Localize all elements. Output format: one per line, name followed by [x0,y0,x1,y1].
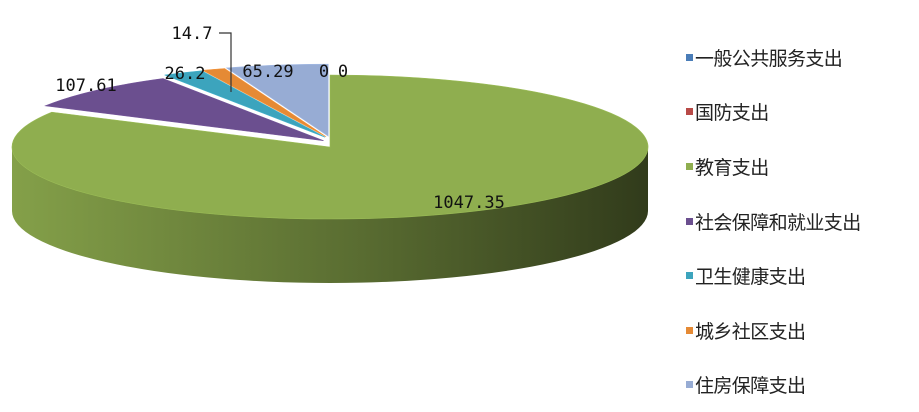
data-label-3: 107.61 [55,76,116,96]
legend-label: 教育支出 [695,156,769,179]
legend-label: 城乡社区支出 [695,320,806,343]
legend-item: 教育支出 [686,139,918,194]
data-label-6: 65.29 [242,62,293,82]
legend-item: 一般公共服务支出 [686,30,918,85]
legend-label: 社会保障和就业支出 [695,211,861,234]
pie-chart: 0 0 1047.35 107.61 26.2 14.7 65.29 [11,24,649,283]
leader-line-5 [219,32,232,92]
legend-item: 住房保障支出 [686,358,918,412]
legend-item: 国防支出 [686,85,918,140]
data-label-5: 14.7 [172,24,213,44]
legend-swatch [686,53,693,61]
data-label-0: 0 [319,62,329,82]
legend-swatch [686,162,693,170]
legend-swatch [686,217,693,225]
pie-slice-4 [164,70,326,138]
pie-layer [11,63,649,283]
legend-swatch [686,108,693,116]
legend-swatch [686,272,693,280]
data-label-layer: 0 0 1047.35 107.61 26.2 14.7 65.29 [55,24,505,213]
data-label-4: 26.2 [165,64,206,84]
legend: 一般公共服务支出 国防支出教育支出社会保障和就业支出 卫生健康支出 城乡社区支出 住房保… [686,30,918,412]
legend-label: 卫生健康支出 [695,266,806,289]
pie-slice-3 [44,78,324,142]
pie-slice-5 [201,68,327,137]
legend-item: 城乡社区支出 [686,303,918,358]
legend-label: 国防支出 [695,102,769,125]
legend-swatch [686,381,693,389]
data-label-1: 0 [338,62,348,82]
legend-item: 卫生健康支出 [686,248,918,303]
legend-label: 一般公共服务支出 [695,47,843,70]
pie-slice-2 [11,74,649,220]
legend-swatch [686,326,693,334]
pie-slice-6 [225,63,329,137]
data-label-2: 1047.35 [433,193,505,213]
legend-item: 社会保障和就业支出 [686,194,918,249]
legend-label: 住房保障支出 [695,375,806,398]
pie-side-2 [12,147,648,283]
